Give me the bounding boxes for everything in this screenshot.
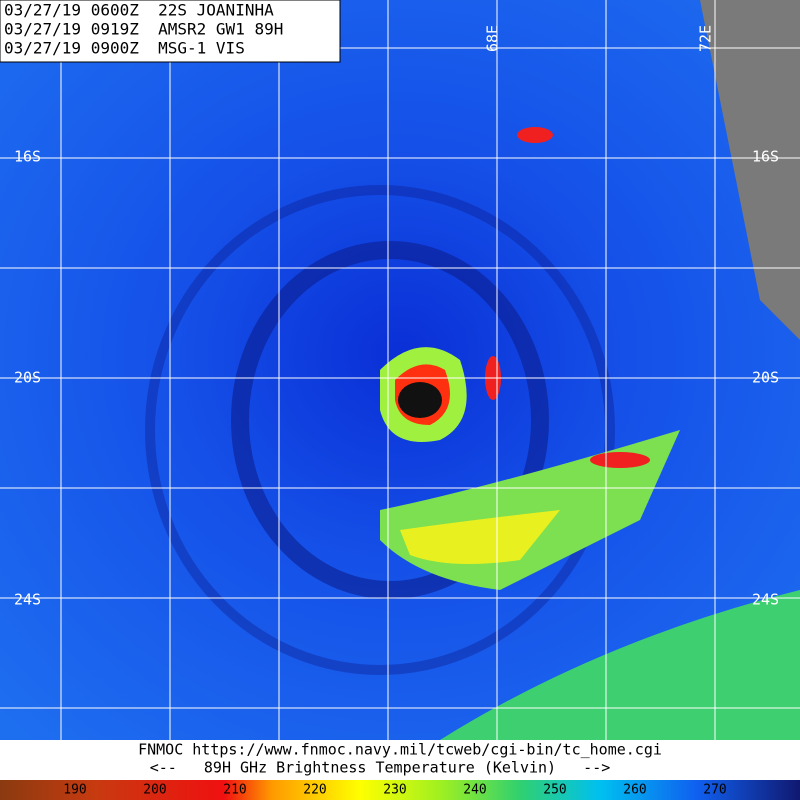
lat-label: 16S: [14, 148, 41, 166]
lat-label: 24S: [752, 591, 779, 609]
source-url: FNMOC https://www.fnmoc.navy.mil/tcweb/c…: [138, 741, 662, 759]
lon-label: 72E: [697, 25, 715, 52]
colorbar-tick-label: 210: [223, 783, 246, 798]
colorbar-tick-label: 200: [143, 783, 166, 798]
colorbar-ticks: 190 200 210 220 230 240 250 260 270: [63, 783, 726, 798]
colorbar-tick-label: 220: [303, 783, 326, 798]
colorbar-tick-label: 250: [543, 783, 566, 798]
footer-bg: [0, 740, 800, 780]
colorbar-tick-label: 240: [463, 783, 486, 798]
lat-label: 24S: [14, 591, 41, 609]
header-line: 03/27/19 0919Z AMSR2 GW1 89H: [4, 20, 283, 39]
colorbar: [0, 780, 800, 800]
colorbar-tick-label: 230: [383, 783, 406, 798]
header-line: 03/27/19 0900Z MSG-1 VIS: [4, 39, 245, 58]
lat-label: 20S: [752, 369, 779, 387]
colorbar-tick-label: 190: [63, 783, 86, 798]
lat-label: 16S: [752, 148, 779, 166]
header-line: 03/27/19 0600Z 22S JOANINHA: [4, 1, 274, 20]
header-box: [0, 0, 341, 63]
lon-label: 68E: [484, 25, 502, 52]
legend-title: <-- 89H GHz Brightness Temperature (Kelv…: [150, 759, 611, 777]
lat-lon-grid: [0, 0, 800, 740]
colorbar-tick-label: 270: [703, 783, 726, 798]
lat-label: 20S: [14, 369, 41, 387]
imagery: [0, 0, 800, 740]
colorbar-tick-label: 260: [623, 783, 646, 798]
